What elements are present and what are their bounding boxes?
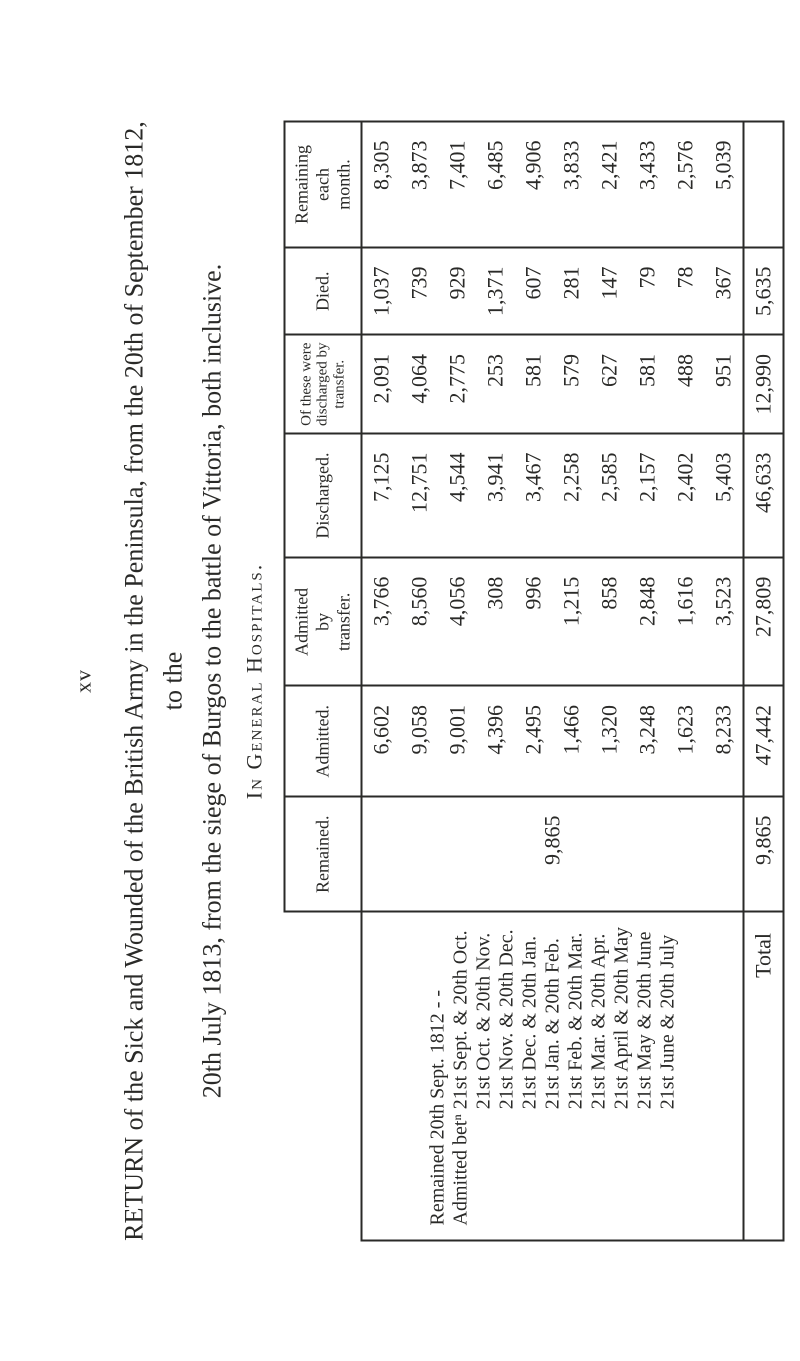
cell-remaining: 6,485 xyxy=(476,121,514,247)
cell-disch-tr: 4,064 xyxy=(400,334,438,433)
cell-admitted-tr: 3,523 xyxy=(704,557,743,685)
cell-disch-tr: 951 xyxy=(704,334,743,433)
total-label: Total xyxy=(743,911,783,1240)
cell-admitted: 6,602 xyxy=(361,686,400,797)
cell-admitted: 2,495 xyxy=(514,686,552,797)
stub-cell: Remained 20th Sept. 1812 - -Admitted bet… xyxy=(361,911,743,1240)
cell-disch-tr: 2,775 xyxy=(438,334,476,433)
cell-remaining: 3,873 xyxy=(400,121,438,247)
cell-died: 367 xyxy=(704,247,743,335)
title-line-1: RETURN of the Sick and Wounded of the Br… xyxy=(119,121,187,1241)
period-label: 21st June & 20th July xyxy=(656,926,679,1108)
period-label: 21st Mar. & 20th Apr. xyxy=(587,926,610,1108)
cell-died: 1,037 xyxy=(361,247,400,335)
page-number: xv xyxy=(70,120,96,1241)
cell-discharged: 12,751 xyxy=(400,433,438,557)
period-label: 21st Jan. & 20th Feb. xyxy=(541,926,564,1108)
cell-admitted-tr: 8,560 xyxy=(400,557,438,685)
table-header-row: Remained. Admitted. Admitted bytransfer.… xyxy=(284,121,361,1240)
cell-admitted: 1,320 xyxy=(590,686,628,797)
cell-died: 79 xyxy=(628,247,666,335)
cell-remained: 9,865 xyxy=(361,796,743,911)
cell-discharged: 7,125 xyxy=(361,433,400,557)
total-admitted: 47,442 xyxy=(743,686,783,797)
cell-admitted: 3,248 xyxy=(628,686,666,797)
period-label: 21st April & 20th May xyxy=(610,926,633,1108)
period-label: 21st Feb. & 20th Mar. xyxy=(564,926,587,1108)
cell-died: 739 xyxy=(400,247,438,335)
cell-admitted-tr: 4,056 xyxy=(438,557,476,685)
cell-discharged: 2,402 xyxy=(666,433,704,557)
total-admitted-tr: 27,809 xyxy=(743,557,783,685)
period-label: 21st Nov. & 20th Dec. xyxy=(495,926,518,1108)
table-row: Remained 20th Sept. 1812 - -Admitted bet… xyxy=(361,121,400,1240)
cell-admitted: 1,623 xyxy=(666,686,704,797)
cell-discharged: 4,544 xyxy=(438,433,476,557)
cell-discharged: 2,258 xyxy=(552,433,590,557)
cell-admitted: 9,001 xyxy=(438,686,476,797)
cell-admitted-tr: 996 xyxy=(514,557,552,685)
cell-remaining: 2,421 xyxy=(590,121,628,247)
cell-disch-tr: 581 xyxy=(628,334,666,433)
cell-disch-tr: 488 xyxy=(666,334,704,433)
cell-died: 78 xyxy=(666,247,704,335)
cell-disch-tr: 627 xyxy=(590,334,628,433)
cell-discharged: 3,467 xyxy=(514,433,552,557)
cell-admitted-tr: 308 xyxy=(476,557,514,685)
cell-discharged: 5,403 xyxy=(704,433,743,557)
period-label: 21st Dec. & 20th Jan. xyxy=(518,926,541,1108)
cell-remaining: 8,305 xyxy=(361,121,400,247)
cell-admitted: 1,466 xyxy=(552,686,590,797)
cell-remaining: 3,433 xyxy=(628,121,666,247)
total-discharged: 46,633 xyxy=(743,433,783,557)
cell-admitted-tr: 1,616 xyxy=(666,557,704,685)
hospital-return-table: Remained. Admitted. Admitted bytransfer.… xyxy=(283,120,784,1241)
col-remaining-each-month: Remainingeach month. xyxy=(284,121,361,247)
period-label: 21st Oct. & 20th Nov. xyxy=(472,926,495,1108)
cell-remaining: 4,906 xyxy=(514,121,552,247)
stub-prefix-line1: Remained 20th Sept. 1812 - - xyxy=(426,926,449,1225)
cell-discharged: 3,941 xyxy=(476,433,514,557)
col-discharged-by-transfer: Of these weredischarged bytransfer. xyxy=(284,334,361,433)
cell-died: 607 xyxy=(514,247,552,335)
cell-admitted-tr: 3,766 xyxy=(361,557,400,685)
col-remained: Remained. xyxy=(284,796,361,911)
cell-died: 147 xyxy=(590,247,628,335)
total-disch-tr: 12,990 xyxy=(743,334,783,433)
total-remaining xyxy=(743,121,783,247)
col-died: Died. xyxy=(284,247,361,335)
col-admitted: Admitted. xyxy=(284,686,361,797)
document-title: RETURN of the Sick and Wounded of the Br… xyxy=(114,120,231,1241)
cell-remaining: 2,576 xyxy=(666,121,704,247)
cell-remaining: 3,833 xyxy=(552,121,590,247)
cell-discharged: 2,157 xyxy=(628,433,666,557)
cell-disch-tr: 2,091 xyxy=(361,334,400,433)
cell-admitted-tr: 1,215 xyxy=(552,557,590,685)
stub-prefix-line2: Admitted betⁿ xyxy=(449,1109,472,1225)
cell-admitted: 8,233 xyxy=(704,686,743,797)
col-admitted-by-transfer: Admitted bytransfer. xyxy=(284,557,361,685)
period-label: 21st May & 20th June xyxy=(633,926,656,1108)
cell-remaining: 7,401 xyxy=(438,121,476,247)
table-total-row: Total9,86547,44227,80946,63312,9905,635 xyxy=(743,121,783,1240)
cell-died: 1,371 xyxy=(476,247,514,335)
period-label: 21st Sept. & 20th Oct. xyxy=(449,926,472,1108)
cell-died: 929 xyxy=(438,247,476,335)
cell-admitted-tr: 858 xyxy=(590,557,628,685)
cell-disch-tr: 579 xyxy=(552,334,590,433)
total-remained: 9,865 xyxy=(743,796,783,911)
col-discharged: Discharged. xyxy=(284,433,361,557)
document-subtitle: In General Hospitals. xyxy=(241,120,267,1241)
cell-disch-tr: 253 xyxy=(476,334,514,433)
cell-remaining: 5,039 xyxy=(704,121,743,247)
total-died: 5,635 xyxy=(743,247,783,335)
title-line-2: 20th July 1813, from the siege of Burgos… xyxy=(197,263,226,1097)
cell-admitted-tr: 2,848 xyxy=(628,557,666,685)
cell-admitted: 9,058 xyxy=(400,686,438,797)
cell-disch-tr: 581 xyxy=(514,334,552,433)
cell-died: 281 xyxy=(552,247,590,335)
cell-admitted: 4,396 xyxy=(476,686,514,797)
cell-discharged: 2,585 xyxy=(590,433,628,557)
